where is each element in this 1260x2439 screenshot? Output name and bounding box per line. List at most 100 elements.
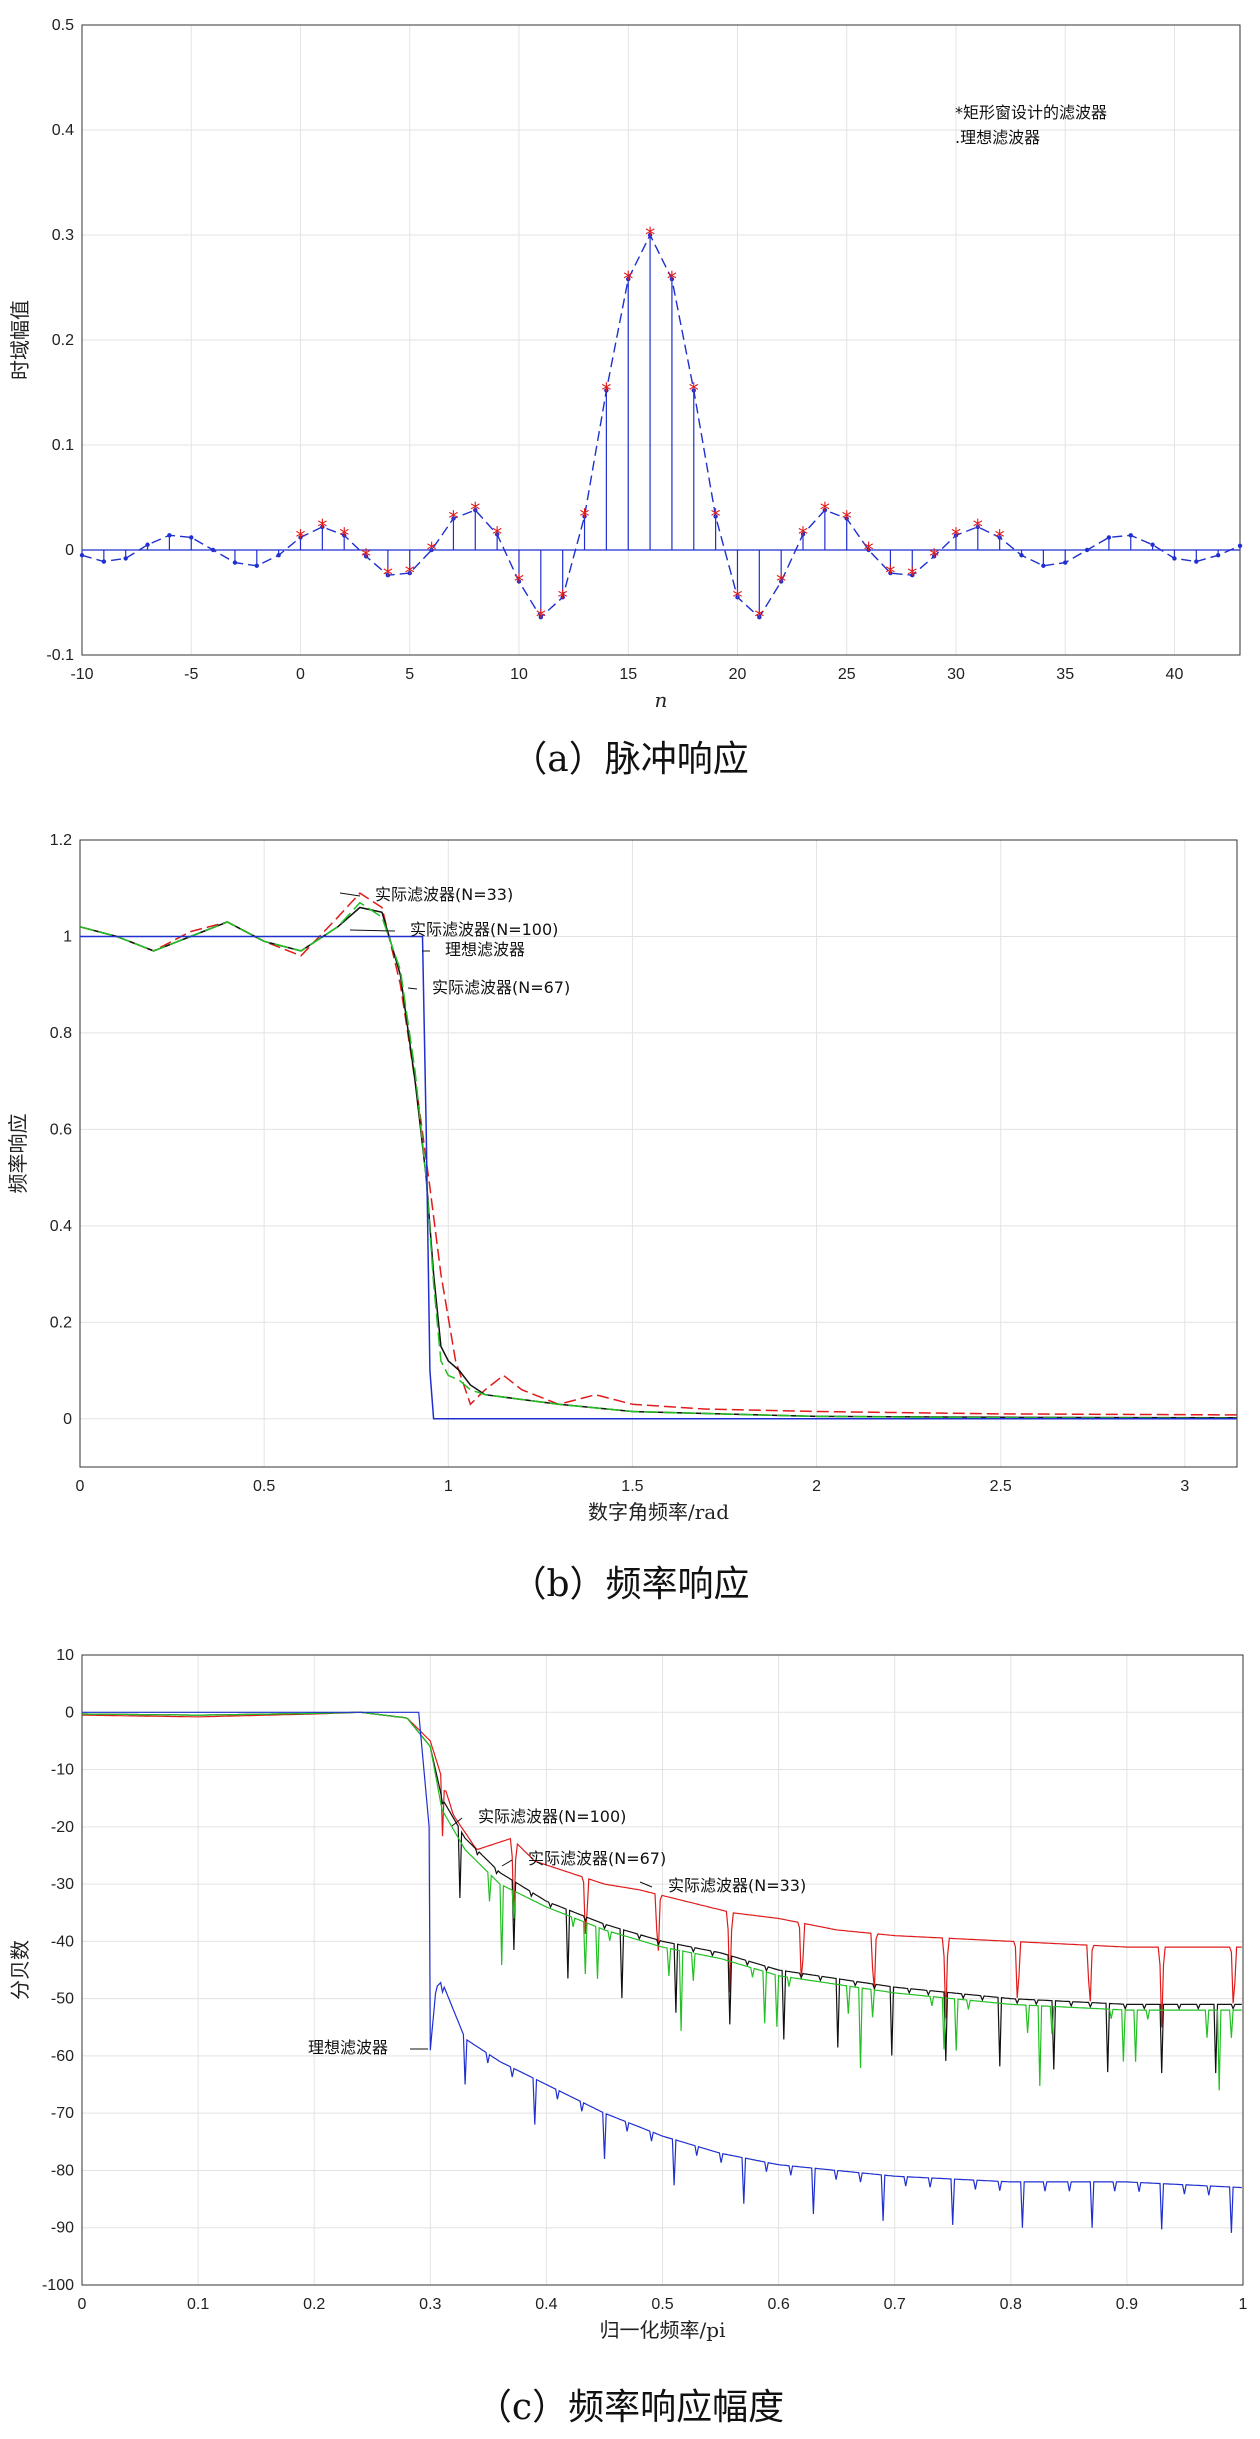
y-tick-label: 0.3 — [52, 227, 74, 244]
data-point-ideal — [1063, 560, 1068, 565]
data-point-ideal — [888, 570, 893, 576]
caption-a: （a）脉冲响应 — [511, 739, 749, 780]
data-point-ideal — [626, 276, 631, 282]
data-point-rect: * — [492, 522, 502, 546]
y-tick-label: 10 — [56, 1647, 74, 1664]
x-tick-label: 0.9 — [1116, 2296, 1138, 2313]
y-tick-label: -90 — [51, 2220, 74, 2237]
annotation-label: 实际滤波器(N=67) — [528, 1849, 666, 1868]
data-point-rect: * — [427, 538, 437, 562]
data-point-ideal — [167, 533, 172, 538]
x-tick-label: 0 — [78, 2296, 87, 2313]
x-axis-label: 数字角频率/rad — [588, 1500, 729, 1524]
y-tick-label: -100 — [42, 2277, 74, 2294]
data-point-rect: * — [776, 570, 786, 594]
chart-0: -10 -5 0 5 10 15 20 25 30 35 40 -0.1 0 0.1 0.2 0.3 0.4 0.… — [8, 17, 1243, 712]
data-point-ideal — [538, 615, 544, 620]
data-point-rect: * — [885, 561, 895, 585]
y-tick-label: 1.2 — [50, 832, 72, 849]
x-tick-label: -10 — [70, 666, 93, 683]
annotation-label: 实际滤波器(N=33) — [668, 1876, 806, 1895]
x-axis-label: n — [655, 688, 668, 712]
data-point-rect: * — [754, 605, 764, 629]
data-point-rect: * — [470, 498, 480, 522]
y-tick-label: 0.2 — [52, 332, 74, 349]
annotation-arrow — [501, 1859, 513, 1867]
data-point-ideal — [145, 542, 150, 547]
x-tick-label: 0 — [296, 666, 305, 683]
plot-frame — [81, 24, 1241, 656]
data-point-ideal — [866, 547, 871, 553]
data-point-ideal — [975, 524, 981, 530]
series-line — [80, 935, 1237, 1420]
data-point-ideal — [407, 570, 412, 576]
data-point-ideal — [1041, 563, 1046, 568]
data-point-rect: * — [689, 378, 699, 402]
data-point-ideal — [276, 553, 281, 558]
annotation-label: 理想滤波器 — [308, 2038, 388, 2057]
data-point-rect: * — [317, 515, 327, 539]
data-point-rect: * — [645, 223, 655, 247]
x-tick-label: 20 — [729, 666, 747, 683]
y-tick-label: 0.4 — [50, 1218, 72, 1235]
x-tick-label: 15 — [619, 666, 637, 683]
data-point-ideal — [298, 535, 303, 540]
x-tick-label: 5 — [405, 666, 414, 683]
data-point-rect: * — [842, 507, 852, 531]
y-tick-label: 0.6 — [50, 1121, 72, 1138]
data-point-ideal — [385, 573, 391, 578]
data-point-ideal — [778, 579, 784, 584]
y-tick-label: -30 — [51, 1876, 74, 1893]
data-point-ideal — [494, 532, 500, 537]
annotation-label: 理想滤波器 — [445, 940, 525, 959]
annotation-arrow — [451, 1817, 463, 1827]
y-tick-label: -20 — [51, 1819, 74, 1836]
x-tick-label: 1.5 — [621, 1478, 643, 1495]
data-point-rect: * — [667, 267, 677, 291]
annotation-arrow — [407, 987, 418, 990]
x-tick-label: 30 — [947, 666, 965, 683]
data-point-ideal — [451, 516, 456, 521]
y-tick-label: 0 — [63, 1411, 72, 1428]
data-point-ideal — [79, 553, 85, 558]
chart-2: 0 0.1 0.2 0.3 0.4 0.5 0.6 0.7 0.8 0.9 1 10 0 -10 -20 -3… — [8, 1647, 1248, 2342]
data-point-ideal — [1019, 553, 1024, 558]
data-point-ideal — [1237, 543, 1243, 548]
x-tick-label: 2.5 — [990, 1478, 1012, 1495]
data-point-ideal — [582, 514, 587, 519]
caption-c: （c）频率响应幅度 — [475, 2387, 785, 2428]
data-point-rect: * — [601, 378, 611, 402]
data-point-ideal — [800, 532, 806, 537]
data-point-rect: * — [623, 267, 633, 291]
data-point-ideal — [604, 388, 609, 393]
y-tick-label: -0.1 — [46, 647, 74, 664]
annotation-arrow — [349, 929, 396, 932]
annotation-label: 实际滤波器(N=67) — [432, 978, 570, 997]
y-tick-label: 0.8 — [50, 1025, 72, 1042]
data-point-ideal — [254, 563, 259, 568]
y-axis-label: 时域幅值 — [8, 300, 32, 380]
data-point-ideal — [735, 595, 740, 600]
data-point-rect: * — [951, 523, 961, 547]
data-point-rect: * — [295, 525, 305, 549]
annotation-label: 实际滤波器(N=100) — [478, 1807, 626, 1826]
x-tick-label: 0.4 — [535, 2296, 557, 2313]
y-axis-label: 频率响应 — [6, 1114, 30, 1194]
x-tick-label: 35 — [1056, 666, 1074, 683]
data-point-ideal — [1194, 559, 1199, 564]
data-point-ideal — [713, 514, 718, 519]
data-point-ideal — [560, 595, 565, 600]
caption-b: （b）频率响应 — [510, 1564, 750, 1605]
data-point-rect: * — [929, 544, 939, 568]
data-point-ideal — [757, 615, 762, 620]
data-point-rect: * — [907, 563, 917, 587]
annotation-label: 实际滤波器(N=100) — [410, 920, 558, 939]
x-tick-label: 0.2 — [303, 2296, 325, 2313]
data-point-ideal — [910, 573, 915, 578]
x-tick-label: 40 — [1166, 666, 1184, 683]
x-tick-label: 0.5 — [253, 1478, 275, 1495]
data-point-ideal — [647, 232, 653, 238]
data-point-rect: * — [448, 507, 458, 531]
y-tick-label: 0 — [65, 542, 74, 559]
annotation-arrow — [639, 1881, 653, 1888]
